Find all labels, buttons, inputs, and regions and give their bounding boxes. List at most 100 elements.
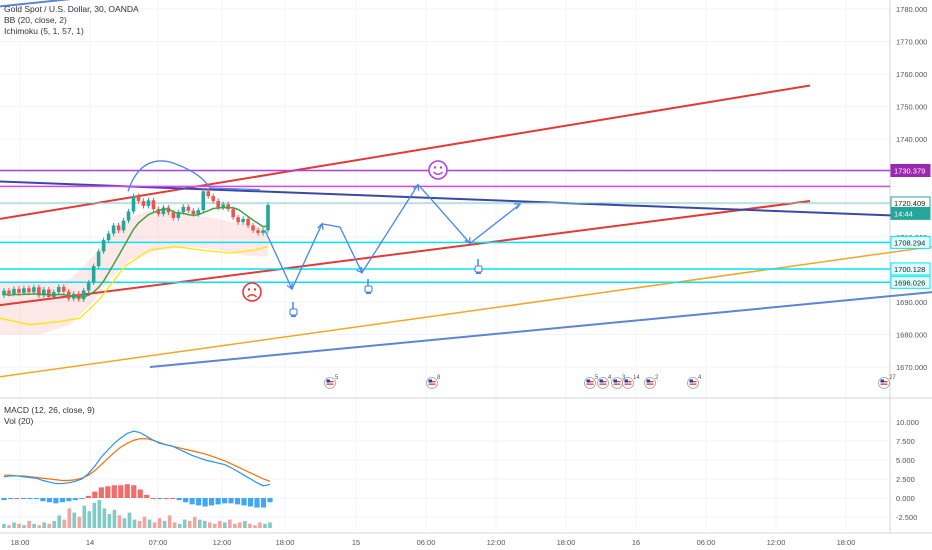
candle-body[interactable] [27,288,31,293]
candle-body[interactable] [206,191,211,197]
macd-indicator-label[interactable]: MACD (12, 26, close, 9) [4,405,95,415]
candle-body[interactable] [116,225,121,231]
candle-body[interactable] [266,204,270,231]
candle-body[interactable] [221,204,225,208]
candle-body[interactable] [111,225,116,234]
macd-histogram-bar [234,498,241,505]
macd-histogram-bar [85,495,91,498]
price-tag-label: 1696.026 [894,278,925,287]
candle-body[interactable] [22,288,26,293]
price-tag[interactable]: 1730.379 [890,163,931,177]
volume-bar [107,514,112,528]
candle-body[interactable] [61,286,66,292]
candle-body[interactable] [7,290,11,294]
lower-channel-line[interactable] [0,200,811,307]
economic-event-marker[interactable]: 4 [687,375,703,389]
candle-body[interactable] [191,210,196,215]
candle-body[interactable] [261,230,265,233]
upper-blue-line[interactable] [0,0,210,8]
candle-body[interactable] [131,196,136,212]
price-tag-bg [890,206,931,220]
macd-histogram-bar [209,498,215,506]
candle-body[interactable] [256,230,260,233]
candle-body[interactable] [42,289,46,296]
economic-event-marker[interactable]: 5 [324,375,340,389]
candle-body[interactable] [181,206,186,213]
candle-body[interactable] [32,287,36,293]
economic-event-marker[interactable]: 14 [622,375,641,389]
candle-body[interactable] [251,225,255,231]
candle-body[interactable] [186,206,191,211]
candle-body[interactable] [96,251,101,267]
candle-body[interactable] [176,212,181,218]
blue-support-line[interactable] [149,291,932,368]
symbol-title[interactable]: Gold Spot / U.S. Dollar, 30, OANDA [4,4,139,14]
us-flag-event-icon [426,377,438,389]
candle-body[interactable] [121,220,126,231]
candle-body[interactable] [56,286,61,293]
candle-body[interactable] [126,211,131,221]
volume-indicator-label[interactable]: Vol (20) [4,416,34,426]
ichimoku-indicator-label[interactable]: Ichimoku (5, 1, 57, 1) [4,26,84,36]
candle-body[interactable] [171,212,176,218]
upper-channel-line[interactable] [0,84,811,220]
macd-histogram-bar [157,498,163,500]
descending-resistance-line[interactable] [0,180,898,217]
candle-body[interactable] [81,290,86,300]
candle-body[interactable] [151,200,156,210]
bb-indicator-label[interactable]: BB (20, close, 2) [4,15,67,25]
volume-bar [202,521,207,528]
price-tag[interactable]: 1708.294 [890,235,931,249]
volume-bar [22,525,26,528]
volume-bar [77,516,82,528]
candle-body[interactable] [47,289,51,298]
price-tick-label: 1750.000 [896,103,927,112]
macd-histogram-bar [228,498,234,504]
orange-support-line[interactable] [0,245,932,378]
arrow-head [317,222,324,230]
flag-canton [599,379,603,383]
candle-body[interactable] [12,288,16,294]
macd-axis[interactable]: 10.000 7.500 5.000 2.500 0.000 -2.500 [896,418,919,522]
price-tag[interactable]: 1700.128 [890,262,931,276]
candle-body[interactable] [166,207,171,213]
candle-body[interactable] [241,218,245,223]
candle-body[interactable] [211,196,216,202]
candle-body[interactable] [236,217,240,223]
candle-body[interactable] [2,290,6,296]
price-tag-bg [890,275,931,289]
economic-event-marker[interactable]: 4 [597,375,613,389]
economic-event-marker[interactable]: 8 [426,375,442,389]
candle-body[interactable] [141,201,146,206]
candle-body[interactable] [136,196,141,202]
candle-body[interactable] [231,209,235,218]
economic-event-marker[interactable]: 5 [584,375,600,389]
candle-body[interactable] [246,218,250,226]
arrow-head [286,282,293,291]
candle-body[interactable] [91,266,96,283]
candle-body[interactable] [106,233,111,241]
candle-body[interactable] [37,287,41,296]
candle-body[interactable] [201,191,206,211]
price-tick-label: 1670.000 [896,363,927,372]
candle-body[interactable] [196,210,201,215]
price-tag-label: 1700.128 [894,265,925,274]
price-axis[interactable]: 1780.000 1770.000 1760.000 1750.000 1740.000… [896,5,927,372]
economic-event-marker[interactable]: 27 [878,375,897,389]
candle-body[interactable] [216,201,220,208]
candle-body[interactable] [146,200,151,206]
candle-body[interactable] [17,288,21,293]
volume-bar [52,521,56,528]
candle-body[interactable] [161,207,166,215]
candle-body[interactable] [86,282,91,291]
economic-event-marker[interactable]: 3 [611,375,627,389]
economic-event-marker[interactable]: 2 [644,375,660,389]
time-axis[interactable]: 18:00 14 07:00 12:00 18:00 15 06:00 12:00 18:00 1… [11,538,856,547]
candle-body[interactable] [156,209,161,215]
candle-body[interactable] [101,240,106,252]
time-tick-label: 07:00 [149,538,168,547]
price-tag[interactable]: 1696.026 [890,275,931,289]
price-tag[interactable]: 14:44 [890,206,931,220]
